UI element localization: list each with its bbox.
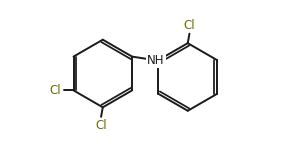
- Text: Cl: Cl: [50, 84, 61, 97]
- Text: NH: NH: [147, 54, 164, 67]
- Text: Cl: Cl: [95, 119, 107, 132]
- Text: Cl: Cl: [184, 19, 195, 32]
